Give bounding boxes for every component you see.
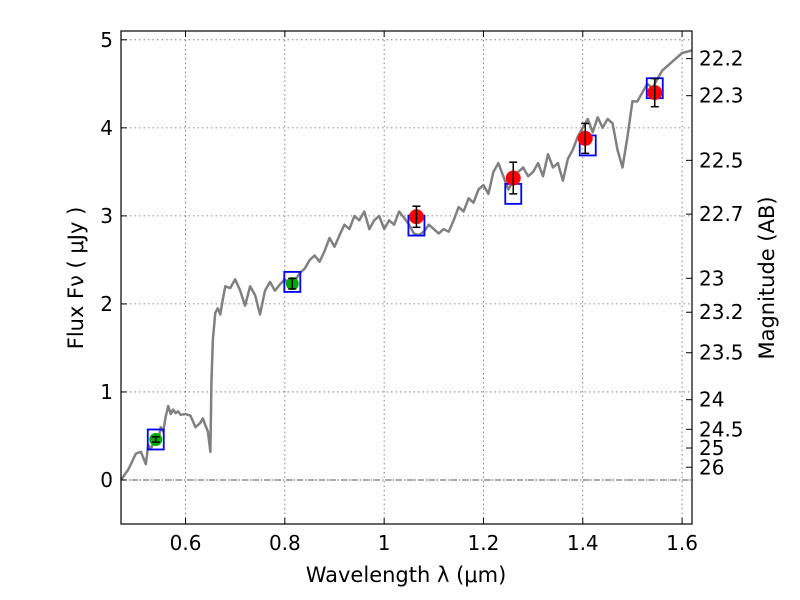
magnitude-tick-label: 24: [699, 388, 724, 412]
x-tick-label: 0.6: [170, 531, 202, 555]
magnitude-tick-label: 25: [699, 436, 724, 460]
y-tick-label: 3: [100, 204, 113, 228]
observed-photometry: [149, 77, 663, 446]
x-axis-label: Wavelength λ (μm): [306, 563, 507, 587]
y-axis-label: Flux Fν ( μJy ): [64, 207, 88, 350]
model-photometry-square: [146, 428, 165, 451]
magnitude-tick-label: 23.2: [699, 300, 744, 324]
grid: [121, 31, 692, 524]
x-tick-label: 1.4: [567, 531, 599, 555]
x-tick-label: 1.6: [666, 531, 698, 555]
magnitude-tick-label: 22.5: [699, 148, 744, 172]
x-tick-label: 0.8: [269, 531, 301, 555]
magnitude-tick-label: 22.2: [699, 47, 744, 71]
x-tick-label: 1.2: [468, 531, 500, 555]
magnitude-tick-label: 26: [699, 455, 724, 479]
model-photometry-square: [283, 271, 302, 293]
magnitude-tick-label: 22.7: [699, 202, 744, 226]
model-spectrum: [119, 49, 693, 481]
y-tick-label: 0: [100, 468, 113, 492]
y-tick-label: 4: [100, 116, 113, 140]
y-tick-label: 1: [100, 380, 113, 404]
magnitude-tick-label: 23: [699, 266, 724, 290]
magnitude-tick-label: 24.5: [699, 417, 744, 441]
model-spectrum-line: [119, 49, 693, 481]
magnitude-tick-label: 23.5: [699, 341, 744, 365]
magnitude-tick-label: 22.3: [699, 84, 744, 108]
x-axis-ticks: 0.6 0.8 1 1.2 1.4 1.6: [170, 31, 698, 555]
y-tick-label: 5: [100, 28, 113, 52]
plot-frame: [120, 30, 693, 525]
x-tick-label: 1: [378, 531, 391, 555]
right-axis-label: Magnitude (AB): [755, 196, 779, 359]
y-axis-ticks: 0 1 2 3 4 5: [100, 28, 127, 492]
y-tick-label: 2: [100, 292, 113, 316]
